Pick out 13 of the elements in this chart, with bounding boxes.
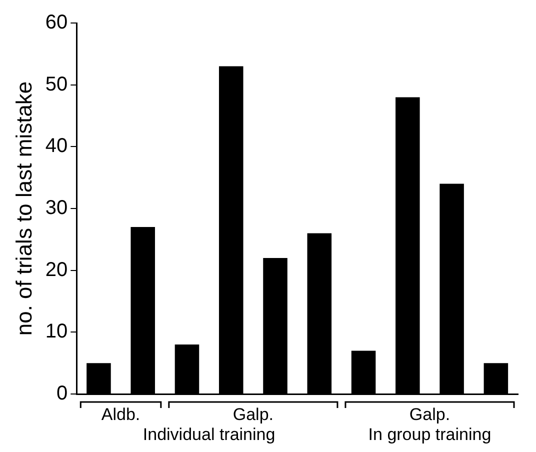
y-tick-label: 30	[45, 197, 68, 220]
y-tick-label: 20	[45, 258, 68, 281]
y-tick-label: 50	[45, 73, 68, 96]
text: Galp.	[409, 405, 450, 424]
y-axis-title: no. of trials to last mistake	[11, 81, 36, 336]
text: In group training	[368, 425, 492, 444]
y-tick-label: 0	[56, 382, 68, 405]
y-tick-label: 40	[45, 135, 68, 158]
y-tick-label: 60	[45, 12, 68, 34]
text: Galp.	[232, 405, 274, 424]
text: Individual training	[142, 425, 276, 444]
y-tick-label: 10	[45, 320, 68, 343]
text: Aldb.	[101, 405, 140, 424]
